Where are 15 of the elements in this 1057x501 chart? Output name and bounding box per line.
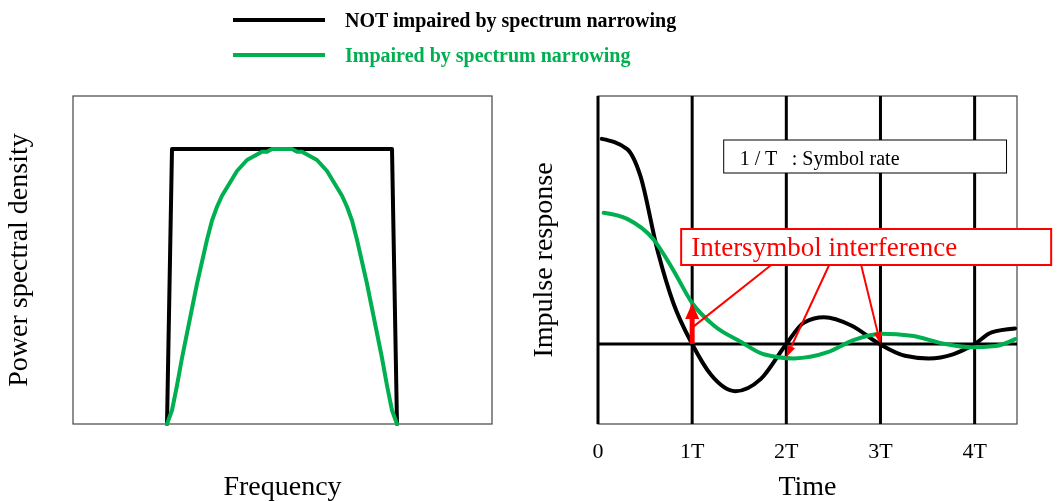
x-axis-title: Time xyxy=(778,470,837,501)
x-tick-label: 2T xyxy=(774,438,800,463)
y-axis-title: Power spectral density xyxy=(2,133,33,387)
legend-label: Impaired by spectrum narrowing xyxy=(345,44,631,67)
x-axis-title: Frequency xyxy=(223,470,342,501)
x-tick-label: 3T xyxy=(868,438,894,463)
x-tick-label: 1T xyxy=(679,438,705,463)
text-box: Intersymbol interference xyxy=(680,228,1053,266)
text-box: 1 / T : Symbol rate xyxy=(723,139,1008,174)
legend-label: NOT impaired by spectrum narrowing xyxy=(345,9,677,32)
x-tick-label: 4T xyxy=(962,438,988,463)
x-tick-label: 0 xyxy=(592,438,604,463)
annotation: Intersymbol interference xyxy=(691,232,958,262)
annotation: 1 / T : Symbol rate xyxy=(739,147,900,170)
y-axis-title: Impulse response xyxy=(527,162,558,358)
